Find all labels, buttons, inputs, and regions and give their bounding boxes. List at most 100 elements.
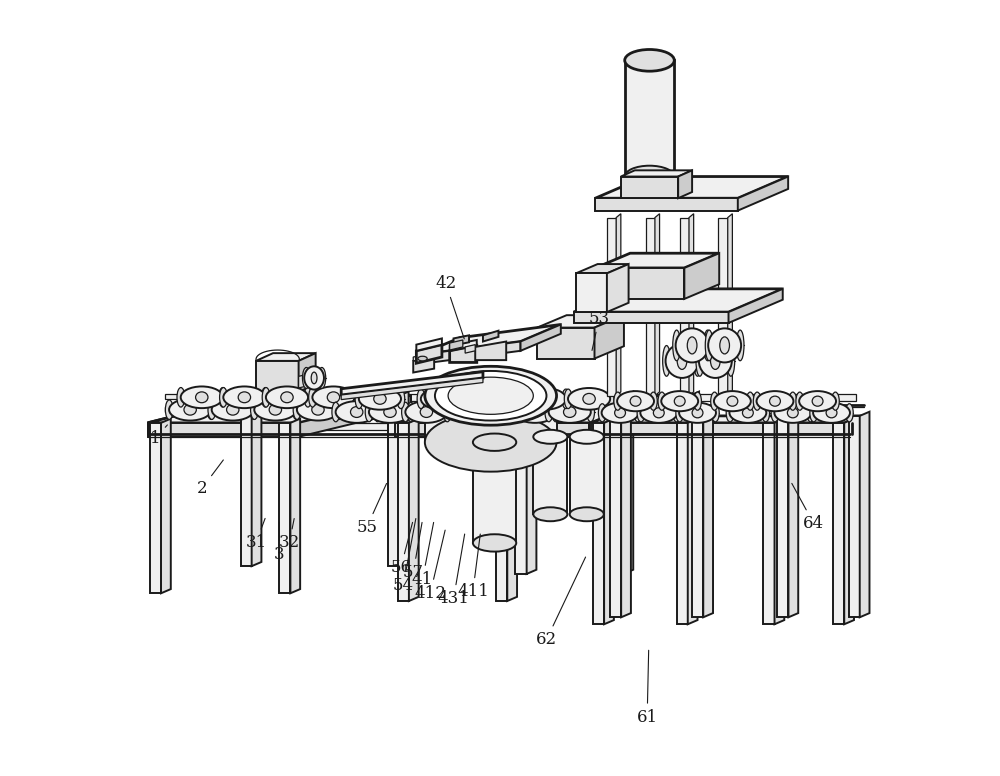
Polygon shape (591, 423, 845, 435)
Polygon shape (680, 217, 689, 396)
Polygon shape (729, 289, 783, 323)
Polygon shape (341, 372, 483, 395)
Polygon shape (833, 423, 844, 624)
Polygon shape (507, 419, 517, 601)
Ellipse shape (304, 387, 312, 407)
Polygon shape (621, 176, 678, 198)
Polygon shape (420, 341, 521, 364)
Ellipse shape (742, 407, 753, 417)
Polygon shape (425, 396, 557, 442)
Ellipse shape (789, 392, 797, 411)
Ellipse shape (533, 508, 567, 521)
Polygon shape (290, 419, 300, 594)
Ellipse shape (845, 404, 853, 422)
Ellipse shape (726, 404, 734, 422)
Ellipse shape (223, 386, 265, 408)
Ellipse shape (673, 404, 680, 422)
Ellipse shape (614, 392, 622, 411)
Ellipse shape (335, 400, 343, 420)
Polygon shape (574, 312, 729, 323)
Polygon shape (150, 423, 161, 594)
Text: 62: 62 (536, 557, 586, 648)
Ellipse shape (351, 387, 358, 407)
Ellipse shape (169, 399, 211, 421)
Ellipse shape (826, 407, 837, 417)
Polygon shape (678, 396, 689, 574)
Polygon shape (689, 392, 699, 574)
Text: 57: 57 (403, 522, 424, 581)
Ellipse shape (694, 392, 701, 411)
Ellipse shape (418, 356, 427, 361)
Ellipse shape (587, 402, 595, 422)
Ellipse shape (262, 387, 270, 407)
Polygon shape (148, 396, 411, 423)
Polygon shape (570, 437, 604, 514)
Ellipse shape (436, 393, 448, 404)
Ellipse shape (332, 402, 340, 422)
Ellipse shape (598, 404, 606, 422)
Text: 32: 32 (279, 518, 300, 552)
Ellipse shape (774, 403, 811, 423)
Text: 55: 55 (356, 483, 387, 536)
Polygon shape (395, 423, 589, 437)
Ellipse shape (405, 401, 447, 423)
Ellipse shape (549, 401, 591, 423)
Ellipse shape (727, 345, 735, 376)
Polygon shape (264, 394, 856, 401)
Ellipse shape (250, 400, 258, 420)
Polygon shape (775, 419, 784, 624)
Ellipse shape (435, 371, 546, 421)
Text: 53: 53 (589, 310, 610, 351)
Ellipse shape (736, 330, 744, 361)
Polygon shape (610, 416, 621, 617)
Text: 411: 411 (457, 534, 489, 600)
Ellipse shape (397, 389, 405, 409)
Polygon shape (256, 353, 316, 361)
Polygon shape (689, 213, 694, 396)
Ellipse shape (369, 401, 411, 423)
Ellipse shape (696, 345, 704, 376)
Ellipse shape (425, 413, 557, 472)
Ellipse shape (473, 534, 516, 552)
Ellipse shape (425, 366, 557, 425)
Polygon shape (595, 176, 788, 198)
Polygon shape (413, 353, 434, 361)
Ellipse shape (304, 366, 324, 390)
Ellipse shape (570, 508, 604, 521)
Text: 412: 412 (414, 530, 446, 601)
Polygon shape (703, 412, 713, 617)
Ellipse shape (770, 396, 780, 406)
Polygon shape (728, 213, 732, 396)
Ellipse shape (564, 389, 572, 409)
Polygon shape (718, 217, 728, 396)
Polygon shape (416, 345, 442, 363)
Polygon shape (148, 423, 299, 437)
Polygon shape (595, 268, 684, 299)
Ellipse shape (207, 400, 215, 420)
Polygon shape (450, 340, 463, 350)
Ellipse shape (311, 372, 317, 384)
Ellipse shape (606, 389, 614, 409)
Polygon shape (574, 289, 783, 312)
Ellipse shape (297, 399, 339, 421)
Polygon shape (279, 423, 290, 594)
Polygon shape (537, 327, 595, 359)
Polygon shape (625, 61, 674, 176)
Ellipse shape (711, 404, 719, 422)
Ellipse shape (177, 387, 185, 407)
Text: 64: 64 (792, 483, 824, 532)
Polygon shape (593, 423, 604, 624)
Ellipse shape (625, 50, 674, 71)
Ellipse shape (165, 400, 173, 420)
Ellipse shape (227, 404, 239, 415)
Ellipse shape (634, 404, 642, 422)
Ellipse shape (687, 337, 697, 354)
Ellipse shape (673, 330, 680, 361)
Ellipse shape (663, 345, 670, 376)
Ellipse shape (813, 403, 850, 423)
Ellipse shape (630, 396, 641, 406)
Polygon shape (616, 213, 621, 396)
Polygon shape (473, 442, 516, 543)
Ellipse shape (312, 404, 324, 415)
Ellipse shape (677, 352, 687, 369)
